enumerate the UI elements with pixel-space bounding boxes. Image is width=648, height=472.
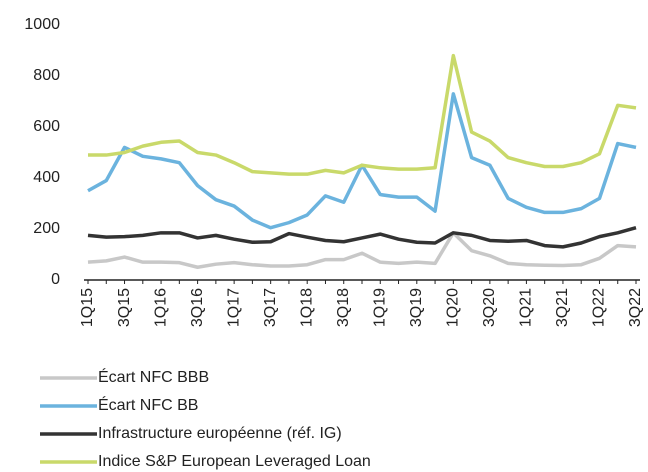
x-tick-label: 1Q22 <box>591 288 608 327</box>
x-tick-label: 3Q22 <box>627 288 644 327</box>
legend-label: Indice S&P European Leveraged Loan <box>98 453 371 470</box>
x-tick-label: 3Q15 <box>116 288 133 327</box>
series-line <box>88 53 637 176</box>
x-tick-label: 1Q20 <box>445 288 462 327</box>
x-tick-label: 3Q21 <box>554 288 571 327</box>
x-tick-label: 3Q18 <box>335 288 352 327</box>
x-tick-label: 1Q17 <box>225 288 242 327</box>
legend-label: Infrastructure européenne (réf. IG) <box>98 425 342 442</box>
x-tick-label: 1Q16 <box>152 288 169 327</box>
x-tick-label: 3Q20 <box>481 288 498 327</box>
series-line <box>87 231 637 269</box>
x-tick-label: 1Q18 <box>298 288 315 327</box>
y-tick-label: 600 <box>33 118 60 135</box>
series-line <box>87 226 637 249</box>
x-tick-label: 3Q17 <box>262 288 279 327</box>
x-tick-label: 1Q15 <box>79 288 96 327</box>
x-tick-label: 3Q16 <box>189 288 206 327</box>
x-tick-label: 3Q19 <box>408 288 425 327</box>
legend-label: Écart NFC BB <box>98 395 198 414</box>
y-tick-label: 1000 <box>24 16 60 33</box>
y-tick-label: 0 <box>51 271 60 288</box>
y-tick-label: 400 <box>33 169 60 186</box>
y-tick-label: 800 <box>33 67 60 84</box>
x-tick-label: 1Q19 <box>371 288 388 327</box>
y-tick-label: 200 <box>33 220 60 237</box>
legend-label: Écart NFC BBB <box>98 367 209 386</box>
series-line <box>87 92 637 230</box>
x-tick-label: 1Q21 <box>518 288 535 327</box>
